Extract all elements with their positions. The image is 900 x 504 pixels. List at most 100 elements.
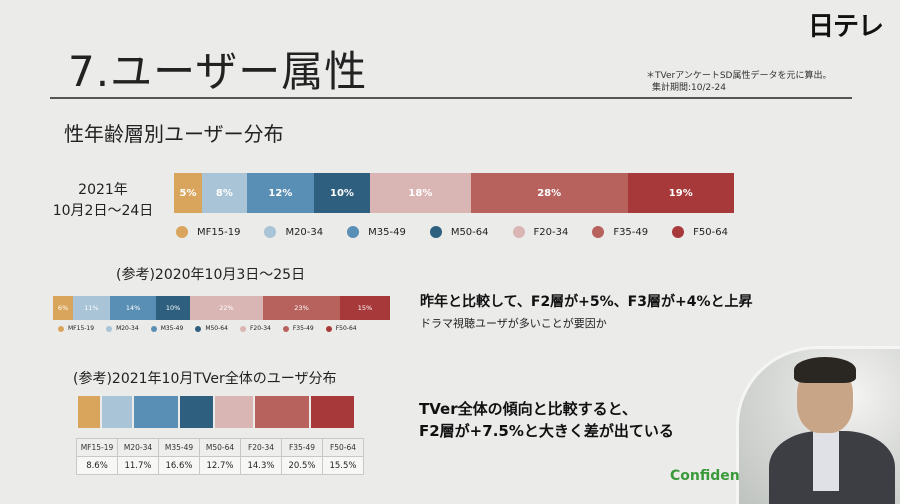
bar-segment-m20-34: 11% (73, 296, 110, 320)
table-header-cell: M35-49 (158, 438, 200, 457)
bar-segment-f20-34: 18% (369, 173, 471, 213)
ref-2020-title: (参考)2020年10月3日〜25日 (116, 267, 306, 283)
table-value-cell: 16.6% (158, 456, 200, 475)
legend-item-m50-64: M50-64 (195, 325, 228, 332)
bar-segment-m35-49: 14% (109, 296, 157, 320)
main-period-dates: 10月2日〜24日 (52, 203, 154, 219)
source-note-line1: ＊TVerアンケートSD属性データを元に算出。 (646, 71, 832, 81)
source-note-line2: 集計期間:10/2-24 (652, 83, 726, 93)
legend-dot (347, 226, 360, 238)
broadcaster-logo: 日テレ (808, 12, 884, 42)
legend-label: F35-49 (613, 226, 649, 238)
legend-label: M20-34 (116, 325, 139, 332)
tver-comparison-callout: TVer全体の傾向と比較すると、 F2層が+7.5%と大きく差が出ている (419, 398, 674, 442)
legend-dot (176, 226, 188, 238)
table-header-cell: F35-49 (281, 438, 323, 457)
legend-item-m20-34: M20-34 (106, 325, 139, 332)
comparison-callout: 昨年と比較して、F2層が+5%、F3層が+4%と上昇 (420, 294, 753, 310)
ref-tver-table-header-row: MF15-19 M20-34 M35-49 M50-64 F20-34 F35-49 F50… (76, 438, 364, 457)
table-value-cell: 20.5% (281, 456, 323, 475)
legend-label: M50-64 (205, 325, 228, 332)
legend-dot (264, 226, 277, 238)
ref-tver-table: MF15-19 M20-34 M35-49 M50-64 F20-34 F35-49 F50… (76, 438, 364, 475)
legend-dot (239, 325, 246, 332)
bar-segment-m50-64: 10% (156, 296, 190, 320)
legend-label: F50-64 (693, 226, 728, 238)
table-value-cell: 8.6% (76, 456, 118, 475)
bar-segment-f50-64: 15% (339, 296, 390, 320)
main-period-year: 2021年 (78, 182, 128, 198)
bar-segment-m20-34 (101, 396, 135, 428)
ref-tver-title: (参考)2021年10月TVer全体のユーザ分布 (73, 371, 337, 387)
legend-item-f35-49: F35-49 (592, 226, 648, 238)
bar-segment-f35-49 (254, 396, 312, 428)
table-value-cell: 12.7% (199, 456, 241, 475)
bar-segment-m50-64: 10% (313, 173, 370, 213)
bar-segment-f35-49: 23% (263, 296, 340, 320)
legend-dot (429, 226, 442, 238)
legend-label: M20-34 (285, 226, 324, 238)
main-period-label: 2021年 10月2日〜24日 (40, 180, 166, 222)
legend-item-mf15-19: MF15-19 (176, 226, 240, 238)
bar-segment-f20-34: 22% (189, 296, 264, 320)
legend-item-f50-64: F50-64 (325, 325, 357, 332)
legend-item-m20-34: M20-34 (264, 226, 323, 238)
legend-dot (325, 325, 332, 332)
legend-label: F50-64 (335, 325, 357, 332)
bar-segment-f50-64 (311, 396, 354, 428)
confidential-mark: Confiden (670, 468, 740, 484)
legend-item-m35-49: M35-49 (347, 226, 406, 238)
legend-item-f20-34: F20-34 (512, 226, 569, 238)
legend-dot (672, 226, 685, 238)
table-value-cell: 11.7% (117, 456, 159, 475)
bar-segment-m20-34: 8% (202, 173, 247, 213)
bar-segment-f50-64: 19% (627, 173, 734, 213)
legend-label: F35-49 (292, 325, 314, 332)
legend-item-f35-49: F35-49 (282, 325, 314, 332)
bar-segment-m50-64 (179, 396, 215, 428)
table-header-cell: M20-34 (117, 438, 159, 457)
bar-segment-mf15-19 (78, 396, 102, 428)
legend-item-m35-49: M35-49 (150, 325, 184, 332)
table-header-cell: M50-64 (199, 438, 241, 457)
table-header-cell: MF15-19 (76, 438, 118, 457)
bar-segment-mf15-19: 6% (53, 296, 74, 320)
main-distribution-bar: 5% 8% 12% 10% 18% 28% 19% (174, 173, 734, 213)
ref-tver-table-value-row: 8.6% 11.7% 16.6% 12.7% 14.3% 20.5% 15.5% (76, 456, 364, 475)
legend-item-mf15-19: MF15-19 (58, 325, 94, 332)
ref-tver-distribution-bar (78, 396, 354, 428)
legend-dot (592, 226, 605, 238)
legend-dot (512, 226, 525, 238)
bar-segment-m35-49 (134, 396, 180, 428)
ref-2020-legend: MF15-19 M20-34 M35-49 M50-64 F20-34 F35-49 F50… (58, 325, 369, 332)
main-legend: MF15-19 M20-34 M35-49 M50-64 F20-34 F35-49 F50… (176, 226, 752, 238)
legend-item-m50-64: M50-64 (429, 226, 489, 238)
table-value-cell: 14.3% (240, 456, 282, 475)
bar-segment-f35-49: 28% (470, 173, 628, 213)
legend-dot (150, 325, 157, 332)
bar-segment-f20-34 (215, 396, 255, 428)
section-subtitle: 性年齢層別ユーザー分布 (64, 122, 284, 146)
comparison-callout-sub: ドラマ視聴ユーザが多いことが要因か (420, 317, 607, 330)
table-value-cell: 15.5% (322, 456, 364, 475)
legend-dot (282, 325, 289, 332)
legend-label: M35-49 (160, 325, 184, 332)
title-divider (50, 97, 852, 99)
legend-item-f20-34: F20-34 (239, 325, 271, 332)
legend-dot (195, 325, 202, 332)
legend-label: F20-34 (533, 226, 569, 238)
legend-label: M50-64 (450, 226, 489, 238)
source-note: ＊TVerアンケートSD属性データを元に算出。 集計期間:10/2-24 (646, 70, 831, 94)
presenter-hair (794, 357, 856, 383)
tver-comparison-line2: F2層が+7.5%と大きく差が出ている (419, 422, 674, 440)
legend-label: M35-49 (368, 226, 406, 238)
table-header-cell: F50-64 (322, 438, 364, 457)
legend-label: MF15-19 (68, 325, 95, 332)
tver-comparison-line1: TVer全体の傾向と比較すると、 (419, 400, 637, 418)
presenter-shirt (813, 431, 839, 491)
legend-item-f50-64: F50-64 (672, 226, 728, 238)
bar-segment-m35-49: 12% (246, 173, 314, 213)
page-title: 7.ユーザー属性 (68, 47, 368, 96)
presenter-video (736, 346, 900, 504)
table-header-cell: F20-34 (240, 438, 282, 457)
